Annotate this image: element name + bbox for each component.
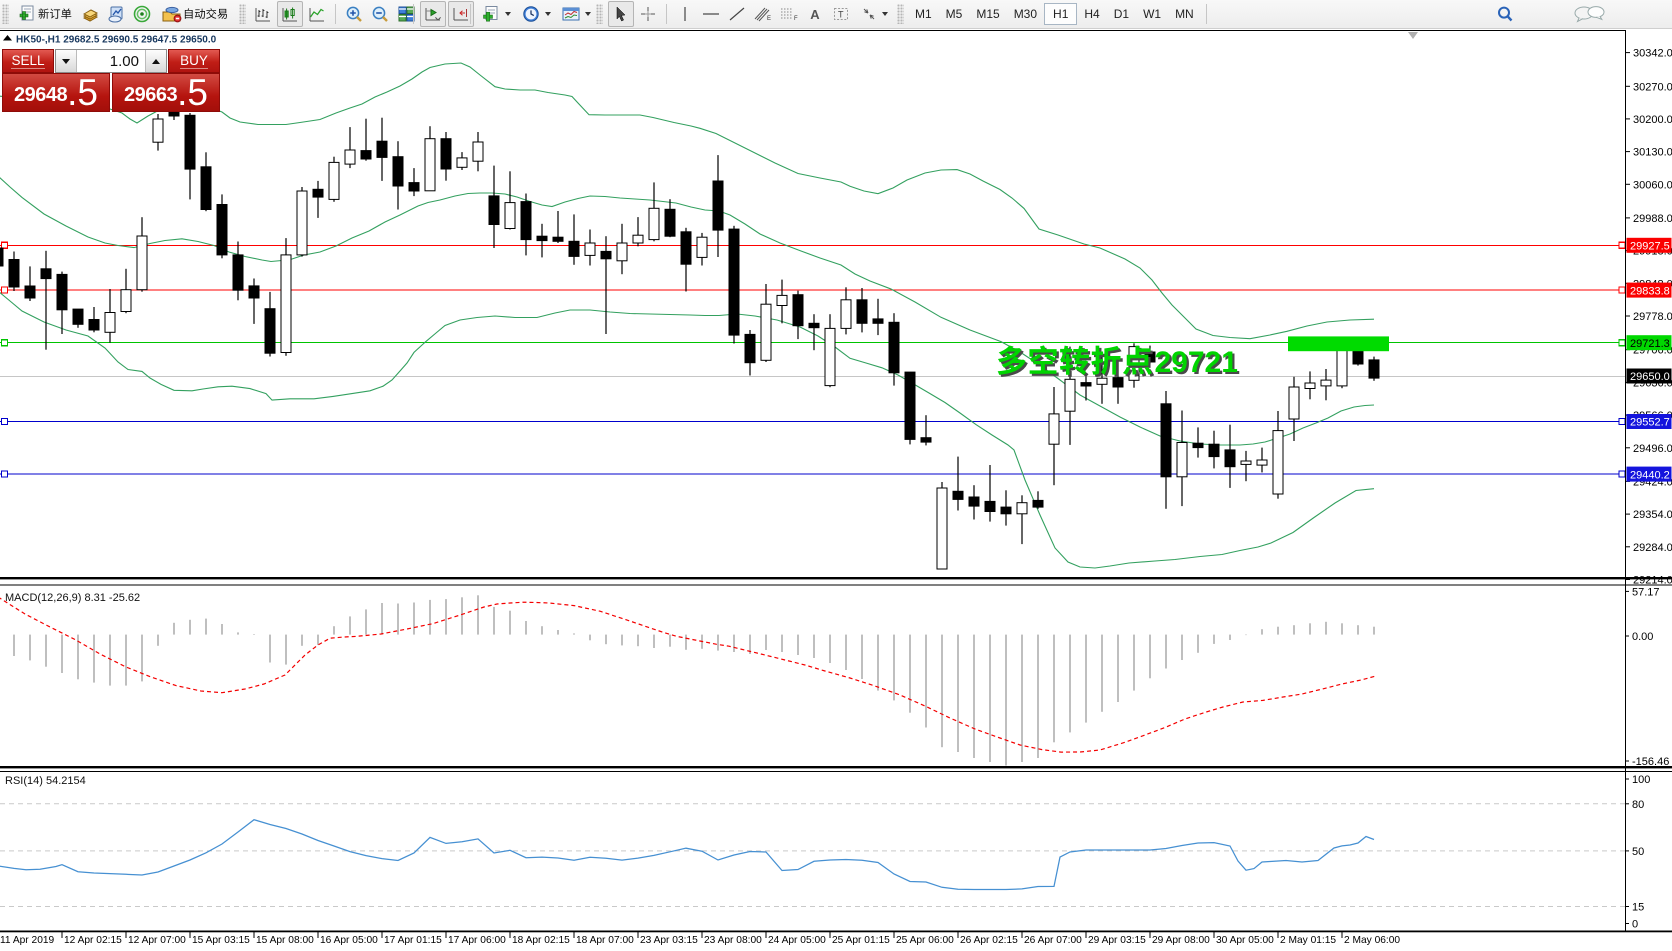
svg-text:23 Apr 03:15: 23 Apr 03:15 xyxy=(640,935,698,946)
svg-text:23 Apr 08:00: 23 Apr 08:00 xyxy=(704,935,762,946)
svg-text:2 May 06:00: 2 May 06:00 xyxy=(1344,935,1400,946)
svg-text:29650.0: 29650.0 xyxy=(1630,371,1670,383)
svg-text:T: T xyxy=(838,10,844,20)
svg-text:29214.0: 29214.0 xyxy=(1633,575,1672,587)
svg-text:11 Apr 2019: 11 Apr 2019 xyxy=(0,935,55,946)
svg-text:80: 80 xyxy=(1632,799,1644,811)
svg-text:30270.0: 30270.0 xyxy=(1633,81,1672,93)
svg-text:29 Apr 08:00: 29 Apr 08:00 xyxy=(1152,935,1210,946)
svg-text:HK50-,H1 29682.5 29690.5 2964: HK50-,H1 29682.5 29690.5 29647.5 29650.0 xyxy=(16,35,217,46)
svg-text:29721: 29721 xyxy=(1157,348,1240,381)
svg-text:29284.0: 29284.0 xyxy=(1633,542,1672,554)
svg-text:18 Apr 07:00: 18 Apr 07:00 xyxy=(576,935,634,946)
svg-text:24 Apr 05:00: 24 Apr 05:00 xyxy=(768,935,826,946)
svg-text:29778.0: 29778.0 xyxy=(1633,311,1672,323)
svg-text:57.17: 57.17 xyxy=(1632,586,1660,598)
svg-text:17 Apr 06:00: 17 Apr 06:00 xyxy=(448,935,506,946)
svg-text:18 Apr 02:15: 18 Apr 02:15 xyxy=(512,935,570,946)
svg-text:29721: 29721 xyxy=(1155,346,1238,379)
svg-text:29833.8: 29833.8 xyxy=(1630,285,1670,297)
svg-text:RSI(14) 54.2154: RSI(14) 54.2154 xyxy=(5,775,86,787)
svg-text:30342.0: 30342.0 xyxy=(1633,48,1672,60)
svg-text:0.00: 0.00 xyxy=(1632,631,1653,643)
svg-text:30200.0: 30200.0 xyxy=(1633,114,1672,126)
svg-text:0: 0 xyxy=(1632,919,1638,931)
svg-text:16 Apr 05:00: 16 Apr 05:00 xyxy=(320,935,378,946)
svg-text:100: 100 xyxy=(1632,774,1650,786)
svg-text:29988.0: 29988.0 xyxy=(1633,213,1672,225)
svg-text:29496.0: 29496.0 xyxy=(1633,443,1672,455)
svg-text:30060.0: 30060.0 xyxy=(1633,179,1672,191)
svg-text:15 Apr 03:15: 15 Apr 03:15 xyxy=(192,935,250,946)
svg-text:12 Apr 07:00: 12 Apr 07:00 xyxy=(128,935,186,946)
svg-text:30130.0: 30130.0 xyxy=(1633,147,1672,159)
svg-text:29 Apr 03:15: 29 Apr 03:15 xyxy=(1088,935,1146,946)
svg-text:30 Apr 05:00: 30 Apr 05:00 xyxy=(1216,935,1274,946)
svg-text:25 Apr 06:00: 25 Apr 06:00 xyxy=(896,935,954,946)
svg-text:17 Apr 01:15: 17 Apr 01:15 xyxy=(384,935,442,946)
svg-text:F: F xyxy=(794,16,798,22)
svg-text:29927.5: 29927.5 xyxy=(1630,241,1670,253)
svg-text:29552.7: 29552.7 xyxy=(1630,417,1670,429)
svg-text:26 Apr 02:15: 26 Apr 02:15 xyxy=(960,935,1018,946)
svg-text:29721.3: 29721.3 xyxy=(1630,338,1670,350)
svg-text:12 Apr 02:15: 12 Apr 02:15 xyxy=(64,935,122,946)
svg-text:29440.2: 29440.2 xyxy=(1630,469,1670,481)
svg-text:MACD(12,26,9) 8.31 -25.62: MACD(12,26,9) 8.31 -25.62 xyxy=(5,592,140,604)
svg-text:E: E xyxy=(767,16,771,22)
svg-text:15 Apr 08:00: 15 Apr 08:00 xyxy=(256,935,314,946)
svg-text:26 Apr 07:00: 26 Apr 07:00 xyxy=(1024,935,1082,946)
svg-text:-156.46: -156.46 xyxy=(1632,756,1669,768)
svg-text:29354.0: 29354.0 xyxy=(1633,509,1672,521)
svg-text:25 Apr 01:15: 25 Apr 01:15 xyxy=(832,935,890,946)
svg-text:15: 15 xyxy=(1632,902,1644,914)
svg-text:2 May 01:15: 2 May 01:15 xyxy=(1280,935,1336,946)
svg-text:50: 50 xyxy=(1632,846,1644,858)
